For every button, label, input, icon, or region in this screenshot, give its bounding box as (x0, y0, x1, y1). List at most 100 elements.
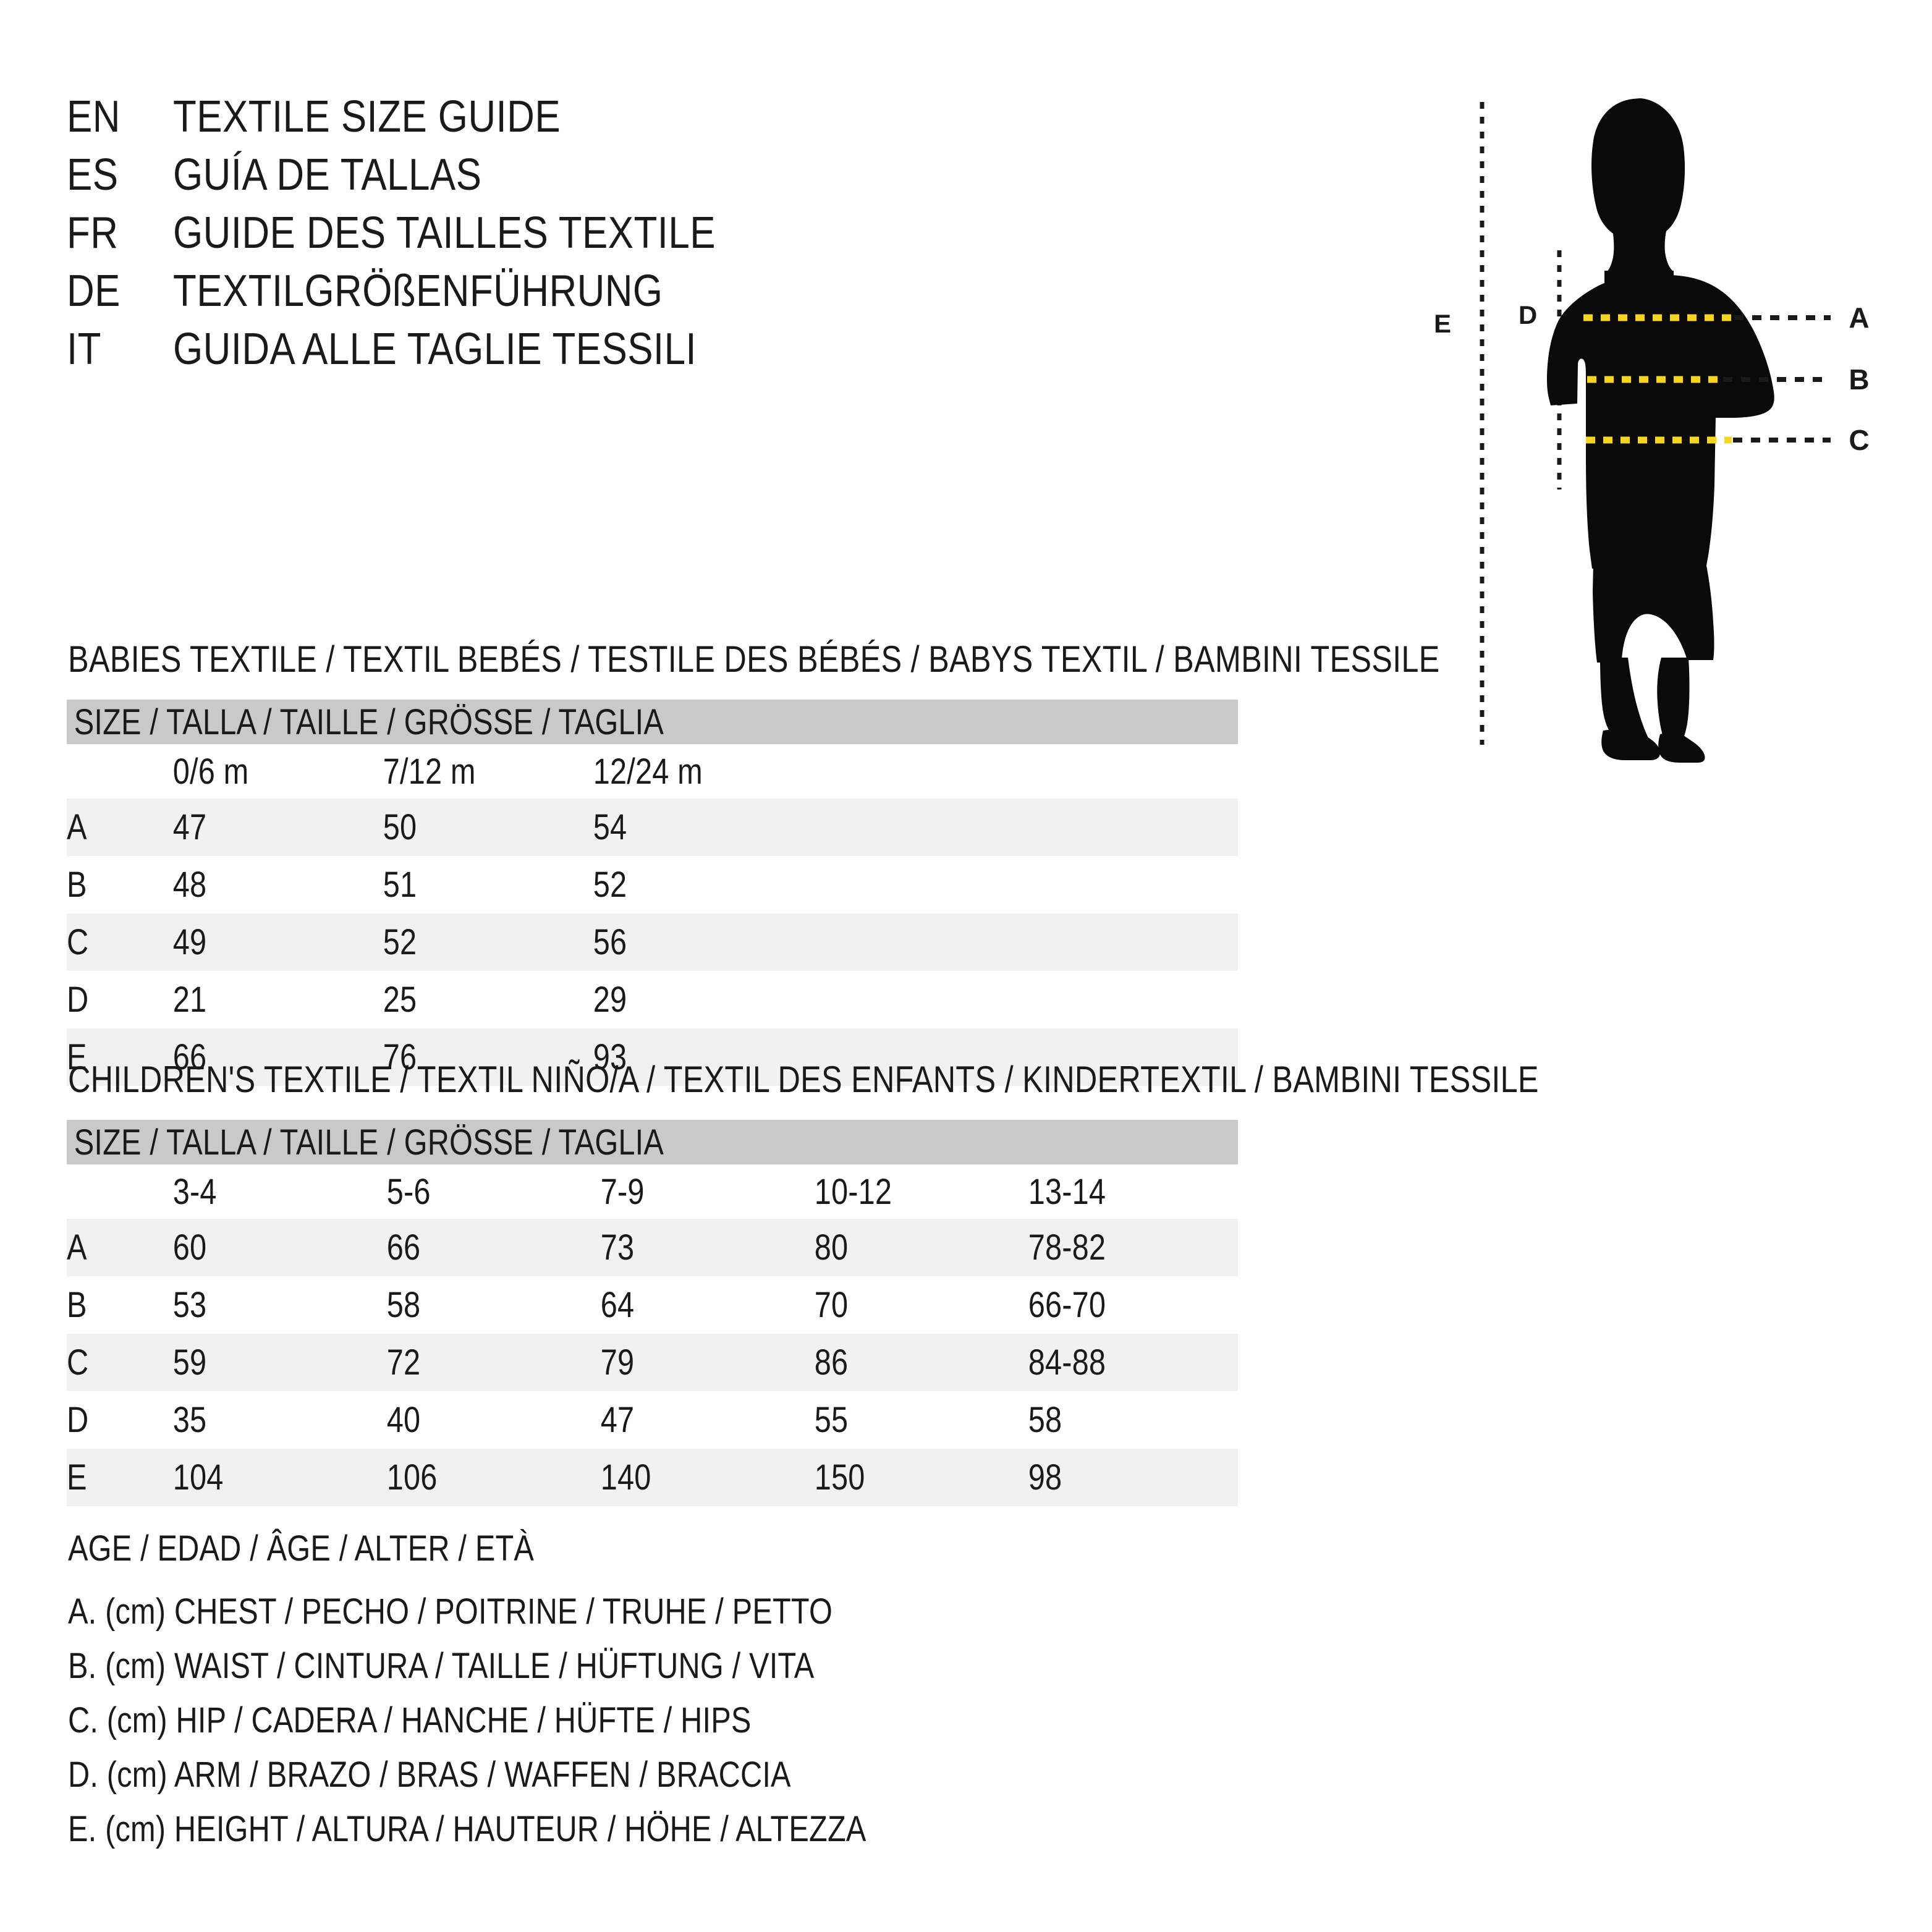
language-header-block: EN TEXTILE SIZE GUIDE ES GUÍA DE TALLAS … (67, 91, 1117, 382)
cell-value: 35 (172, 1400, 207, 1440)
row-label: D (67, 1400, 89, 1440)
legend-item-d: D. (cm) ARM / BRAZO / BRAS / WAFFEN / BR… (68, 1755, 791, 1795)
babies-section-title: BABIES TEXTILE / TEXTIL BEBÉS / TESTILE … (68, 638, 1440, 680)
cell-value: 73 (600, 1227, 635, 1268)
legend-age-line: AGE / EDAD / ÂGE / ALTER / ETÀ (68, 1528, 535, 1569)
cell-value: 25 (383, 980, 417, 1020)
cell-value: 66 (172, 1037, 207, 1077)
row-label: A (67, 1227, 87, 1268)
language-code-fr: FR (67, 208, 119, 258)
cell-value: 55 (814, 1400, 849, 1440)
table-row: A 60 66 73 80 78-82 (67, 1219, 1238, 1276)
language-row-de: DE TEXTILGRÖßENFÜHRUNG (67, 266, 1117, 324)
cell-value: 66-70 (1028, 1285, 1106, 1325)
language-row-en: EN TEXTILE SIZE GUIDE (67, 91, 1117, 150)
children-column-header: 7-9 (600, 1171, 645, 1212)
row-label: A (67, 807, 87, 847)
table-row: B 48 51 52 (67, 856, 1239, 913)
language-code-de: DE (67, 266, 121, 316)
table-row: D 35 40 47 55 58 (67, 1391, 1238, 1449)
cell-value: 52 (383, 922, 417, 962)
cell-value: 80 (814, 1227, 849, 1268)
language-code-it: IT (67, 324, 101, 374)
cell-value: 21 (172, 980, 207, 1020)
children-size-table: SIZE / TALLA / TAILLE / GRÖSSE / TAGLIA … (67, 1120, 1238, 1506)
children-size-header-label: SIZE / TALLA / TAILLE / GRÖSSE / TAGLIA (74, 1122, 664, 1163)
table-row: C 49 52 56 (67, 913, 1239, 971)
figure-label-d: D (1519, 300, 1537, 329)
cell-value: 51 (383, 865, 417, 905)
table-row: E 66 76 93 (67, 1028, 1239, 1086)
cell-value: 76 (383, 1037, 417, 1077)
language-row-it: IT GUIDA ALLE TAGLIE TESSILI (67, 324, 1117, 382)
babies-column-header: 7/12 m (383, 751, 476, 792)
children-column-header: 5-6 (386, 1171, 431, 1212)
children-section-title: CHILDREN'S TEXTILE / TEXTIL NIÑO/A / TEX… (68, 1059, 1539, 1100)
legend-item-e: E. (cm) HEIGHT / ALTURA / HAUTEUR / HÖHE… (68, 1809, 866, 1849)
cell-value: 29 (593, 980, 627, 1020)
cell-value: 78-82 (1028, 1227, 1106, 1268)
figure-label-b: B (1849, 363, 1869, 396)
table-row: C 59 72 79 86 84-88 (67, 1334, 1238, 1391)
cell-value: 58 (1028, 1400, 1062, 1440)
cell-value: 49 (172, 922, 207, 962)
cell-value: 106 (386, 1457, 438, 1498)
cell-value: 84-88 (1028, 1342, 1106, 1383)
language-row-es: ES GUÍA DE TALLAS (67, 150, 1117, 208)
table-row: D 21 25 29 (67, 971, 1239, 1028)
row-label: B (67, 1285, 87, 1325)
babies-column-header: 0/6 m (172, 751, 249, 792)
row-label: E (67, 1037, 87, 1077)
children-column-header: 3-4 (172, 1171, 217, 1212)
measurement-legend: AGE / EDAD / ÂGE / ALTER / ETÀ A. (cm) C… (68, 1522, 1019, 1857)
babies-size-header-row: SIZE / TALLA / TAILLE / GRÖSSE / TAGLIA (67, 700, 1239, 744)
babies-column-header: 12/24 m (593, 751, 703, 792)
row-label: C (67, 922, 89, 962)
row-label: B (67, 865, 87, 905)
legend-item-a: A. (cm) CHEST / PECHO / POITRINE / TRUHE… (68, 1591, 833, 1632)
cell-value: 54 (593, 807, 627, 847)
language-title-de: TEXTILGRÖßENFÜHRUNG (173, 266, 663, 316)
figure-label-c: C (1849, 424, 1869, 456)
figure-label-a: A (1849, 302, 1869, 334)
children-column-header: 13-14 (1028, 1171, 1106, 1212)
babies-size-header-label: SIZE / TALLA / TAILLE / GRÖSSE / TAGLIA (74, 701, 664, 742)
cell-value: 53 (172, 1285, 207, 1325)
language-code-en: EN (67, 92, 121, 142)
cell-value: 66 (386, 1227, 421, 1268)
measurement-figure-diagram: E D A B C (1415, 74, 1910, 766)
cell-value: 150 (814, 1457, 865, 1498)
cell-value: 52 (593, 865, 627, 905)
cell-value: 79 (600, 1342, 635, 1383)
row-label: C (67, 1342, 89, 1383)
cell-value: 48 (172, 865, 207, 905)
babies-column-header-row: 0/6 m 7/12 m 12/24 m (67, 744, 1239, 799)
legend-item-b: B. (cm) WAIST / CINTURA / TAILLE / HÜFTU… (68, 1646, 815, 1686)
cell-value: 58 (386, 1285, 421, 1325)
language-code-es: ES (67, 150, 119, 200)
cell-value: 140 (600, 1457, 651, 1498)
cell-value: 40 (386, 1400, 421, 1440)
cell-value: 93 (593, 1037, 627, 1077)
table-row: E 104 106 140 150 98 (67, 1449, 1238, 1506)
language-title-es: GUÍA DE TALLAS (173, 150, 482, 200)
row-label: E (67, 1457, 87, 1498)
cell-value: 47 (600, 1400, 635, 1440)
children-column-header-row: 3-4 5-6 7-9 10-12 13-14 (67, 1164, 1238, 1219)
table-row: A 47 50 54 (67, 799, 1239, 856)
cell-value: 70 (814, 1285, 849, 1325)
cell-value: 60 (172, 1227, 207, 1268)
cell-value: 72 (386, 1342, 421, 1383)
cell-value: 59 (172, 1342, 207, 1383)
babies-size-table: SIZE / TALLA / TAILLE / GRÖSSE / TAGLIA … (67, 700, 1239, 1086)
cell-value: 98 (1028, 1457, 1062, 1498)
cell-value: 64 (600, 1285, 635, 1325)
children-size-header-row: SIZE / TALLA / TAILLE / GRÖSSE / TAGLIA (67, 1120, 1238, 1164)
figure-label-e: E (1434, 309, 1451, 338)
language-title-it: GUIDA ALLE TAGLIE TESSILI (173, 324, 697, 374)
cell-value: 47 (172, 807, 207, 847)
cell-value: 104 (172, 1457, 224, 1498)
language-title-en: TEXTILE SIZE GUIDE (173, 92, 561, 142)
table-row: B 53 58 64 70 66-70 (67, 1276, 1238, 1334)
